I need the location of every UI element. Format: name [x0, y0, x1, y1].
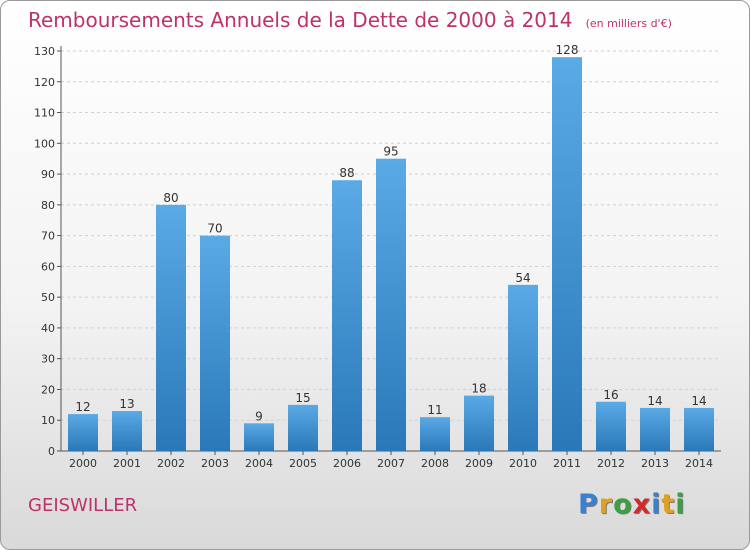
x-tick-label: 2000 [69, 457, 97, 470]
x-tick-label: 2004 [245, 457, 273, 470]
y-tick-label: 70 [41, 230, 55, 243]
bar [508, 284, 538, 451]
bar [200, 235, 230, 451]
bar-value-label: 12 [75, 400, 90, 414]
bar [552, 57, 582, 452]
bar [684, 407, 714, 451]
bar [376, 158, 406, 451]
bar-value-label: 54 [515, 271, 530, 285]
bar-value-label: 11 [427, 403, 442, 417]
chart-unit-label: (en milliers d'€) [585, 17, 672, 30]
y-tick-label: 10 [41, 414, 55, 427]
bar-value-label: 95 [383, 145, 398, 159]
bar-value-label: 14 [691, 394, 706, 408]
logo-letter: t [661, 489, 676, 520]
bar [420, 417, 450, 451]
x-tick-label: 2008 [421, 457, 449, 470]
bar [68, 414, 98, 451]
bar-value-label: 13 [119, 397, 134, 411]
bar-value-label: 88 [339, 166, 354, 180]
x-tick-label: 2007 [377, 457, 405, 470]
y-tick-label: 50 [41, 291, 55, 304]
bar-value-label: 70 [207, 222, 222, 236]
chart-title-text: Remboursements Annuels de la Dette de 20… [28, 8, 573, 32]
bar-value-label: 16 [603, 388, 618, 402]
bar [640, 407, 670, 451]
logo-letter: x [632, 489, 652, 520]
y-tick-label: 100 [34, 137, 55, 150]
bar-value-label: 14 [647, 394, 662, 408]
proxiti-logo: Proxiti [578, 489, 686, 520]
y-tick-label: 110 [34, 107, 55, 120]
y-tick-label: 120 [34, 76, 55, 89]
x-tick-label: 2006 [333, 457, 361, 470]
x-tick-label: 2013 [641, 457, 669, 470]
bar-value-label: 80 [163, 191, 178, 205]
logo-letter: r [598, 489, 614, 520]
x-tick-label: 2010 [509, 457, 537, 470]
bar [596, 401, 626, 451]
bar [112, 411, 142, 451]
place-name: GEISWILLER [28, 495, 138, 516]
x-tick-label: 2003 [201, 457, 229, 470]
y-tick-label: 0 [48, 445, 55, 458]
bar-value-label: 9 [255, 409, 263, 423]
y-tick-label: 40 [41, 322, 55, 335]
logo-letter: i [651, 489, 662, 520]
bar [244, 423, 274, 451]
bar [332, 180, 362, 451]
x-tick-label: 2005 [289, 457, 317, 470]
x-tick-label: 2009 [465, 457, 493, 470]
chart-title: Remboursements Annuels de la Dette de 20… [28, 8, 672, 32]
x-tick-label: 2001 [113, 457, 141, 470]
logo-letter: o [613, 489, 633, 520]
bars [68, 57, 714, 452]
bar-value-label: 128 [556, 43, 579, 57]
x-tick-label: 2012 [597, 457, 625, 470]
logo-letter: P [578, 489, 599, 520]
bar [288, 404, 318, 451]
y-tick-label: 130 [34, 45, 55, 58]
x-tick-label: 2014 [685, 457, 713, 470]
y-tick-label: 90 [41, 168, 55, 181]
x-tick-label: 2002 [157, 457, 185, 470]
labels: 0 10 20 30 40 50 60 70 80 90 100 110 120 130 12 2000 13 2… [34, 43, 713, 470]
bar-value-label: 15 [295, 391, 310, 405]
bar-value-label: 18 [471, 382, 486, 396]
bar [464, 395, 494, 451]
y-tick-label: 20 [41, 383, 55, 396]
y-tick-label: 80 [41, 199, 55, 212]
logo-letter: i [675, 489, 686, 520]
bar [156, 204, 186, 451]
x-tick-label: 2011 [553, 457, 581, 470]
y-tick-label: 30 [41, 353, 55, 366]
y-tick-label: 60 [41, 260, 55, 273]
